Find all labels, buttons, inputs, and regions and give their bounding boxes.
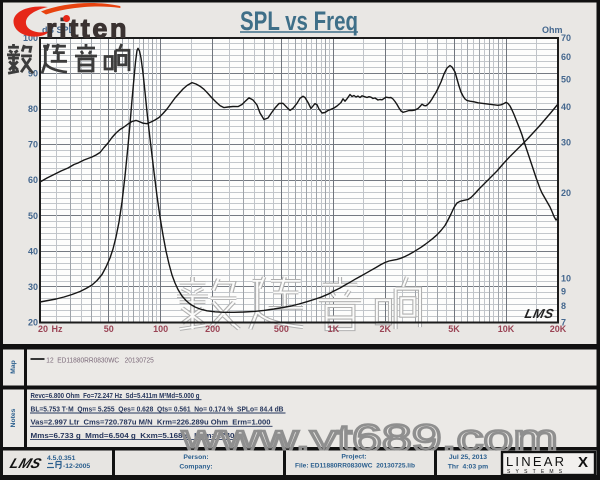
svg-text:60: 60 — [561, 52, 571, 62]
svg-text:ritten: ritten — [46, 14, 129, 44]
svg-text:40: 40 — [28, 246, 38, 256]
svg-text:Notes: Notes — [10, 408, 17, 427]
svg-text:Mms=6.733 g Mmd=6.504 g Kxm=: Mms=6.733 g Mmd=6.504 g Kxm=5.168 g Kxm=… — [31, 431, 235, 440]
svg-text:70: 70 — [28, 140, 38, 150]
svg-text:20: 20 — [38, 324, 48, 334]
svg-text:50: 50 — [28, 211, 38, 221]
svg-text:70: 70 — [561, 33, 571, 43]
svg-text:1K: 1K — [328, 324, 340, 334]
svg-text:40: 40 — [561, 102, 571, 112]
svg-text:X: X — [578, 454, 588, 471]
svg-text:SPL vs Freq: SPL vs Freq — [240, 6, 358, 36]
svg-text:Vas=2.997 Ltr Cms=720.787u M/: Vas=2.997 Ltr Cms=720.787u M/N Krm=226.2… — [31, 418, 271, 427]
svg-text:12 ED11880RR0830WC 20130725: 12 ED11880RR0830WC 20130725 — [46, 358, 154, 365]
svg-text:80: 80 — [28, 104, 38, 114]
svg-text:10: 10 — [561, 273, 571, 283]
svg-text:2K: 2K — [380, 324, 392, 334]
svg-text:SYSTEMS: SYSTEMS — [507, 469, 567, 475]
svg-text:Map: Map — [10, 360, 17, 374]
svg-text:4.5.0.351: 4.5.0.351 — [47, 455, 76, 462]
svg-text:Project:: Project: — [341, 454, 366, 461]
svg-text:Hz: Hz — [52, 324, 63, 334]
svg-text:7: 7 — [561, 318, 566, 328]
svg-text:60: 60 — [28, 175, 38, 185]
svg-text:Ohm: Ohm — [542, 25, 563, 35]
svg-text:20K: 20K — [550, 324, 567, 334]
svg-text:20: 20 — [561, 188, 571, 198]
svg-text:LINEAR: LINEAR — [506, 454, 566, 469]
svg-text:30: 30 — [561, 138, 571, 148]
svg-text:30: 30 — [28, 282, 38, 292]
svg-text:-12-2005: -12-2005 — [63, 463, 90, 470]
svg-text:10K: 10K — [498, 324, 515, 334]
svg-text:20: 20 — [28, 318, 38, 328]
svg-text:Person:: Person: — [183, 454, 208, 461]
svg-text:dB SPL: dB SPL — [42, 25, 75, 35]
svg-text:100: 100 — [153, 324, 168, 334]
svg-text:200: 200 — [205, 324, 220, 334]
svg-text:File: ED11880RR0830WC 2013072: File: ED11880RR0830WC 20130725.lib — [295, 463, 415, 470]
svg-text:90: 90 — [28, 69, 38, 79]
svg-text:LMS: LMS — [8, 456, 44, 471]
svg-text:5K: 5K — [448, 324, 460, 334]
svg-text:8: 8 — [561, 301, 566, 311]
svg-text:Company:: Company: — [179, 464, 212, 471]
svg-text:50: 50 — [561, 75, 571, 85]
svg-text:Thr 4:03 pm: Thr 4:03 pm — [448, 464, 488, 471]
svg-text:100: 100 — [23, 33, 38, 43]
svg-text:Revc=6.800 Ohm Fo=72.247 Hz: Revc=6.800 Ohm Fo=72.247 Hz Sd=5.411m M²… — [31, 391, 200, 400]
svg-text:9: 9 — [561, 286, 566, 296]
svg-text:BL=5.753 T·M Qms= 5.255 Qes=: BL=5.753 T·M Qms= 5.255 Qes= 0.628 Qts= … — [31, 404, 285, 413]
svg-text:LMS: LMS — [523, 306, 555, 321]
svg-text:Jul 25, 2013: Jul 25, 2013 — [449, 454, 487, 461]
svg-text:500: 500 — [274, 324, 289, 334]
svg-text:50: 50 — [104, 324, 114, 334]
